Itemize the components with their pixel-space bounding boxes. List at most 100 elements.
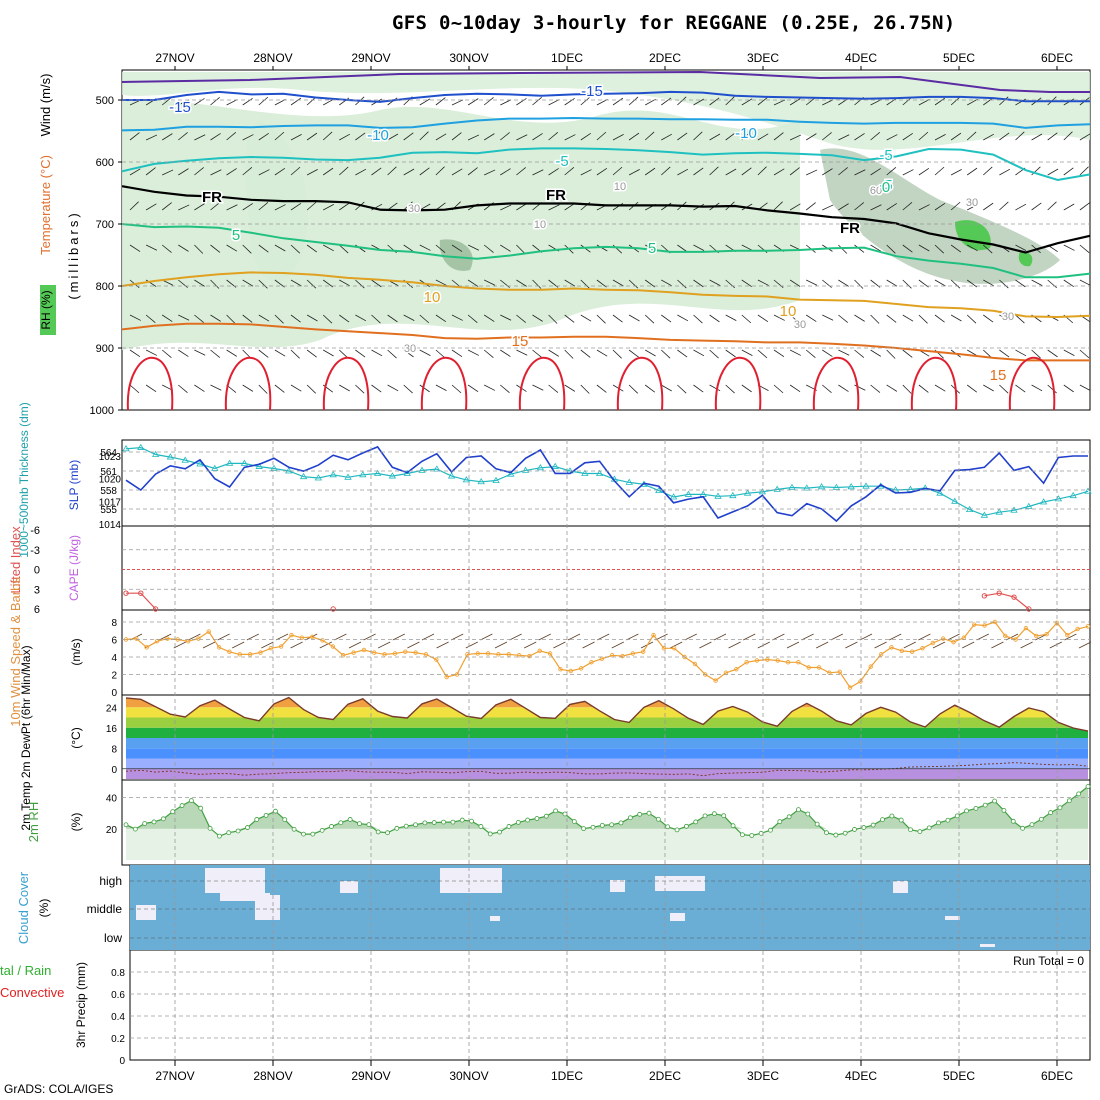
thickness-tick: 555 — [100, 505, 117, 516]
wind-barb — [258, 132, 269, 141]
wind-barb-10m — [757, 641, 770, 649]
wind-speed-point — [578, 666, 584, 671]
rh-2m-point — [142, 821, 148, 826]
wind-barb — [966, 279, 978, 288]
wind-speed-point — [547, 651, 553, 656]
wind-barb — [419, 384, 430, 393]
wind-barb — [757, 349, 768, 359]
wind-barb-10m — [713, 633, 727, 641]
wind-barb — [178, 384, 188, 394]
li-line — [126, 592, 157, 610]
wind-barb — [548, 99, 560, 106]
wind-barb — [210, 384, 222, 391]
wind-barb — [628, 384, 639, 394]
wind-barb — [580, 169, 592, 176]
ytick-label-upper: 900 — [96, 343, 114, 355]
wind-barb — [870, 99, 882, 106]
wind-barb — [435, 166, 445, 176]
slp-label: SLP (mb) — [67, 460, 81, 510]
wind-barb — [323, 204, 334, 211]
wind-speed-point — [568, 668, 573, 674]
wind-barb — [242, 97, 253, 106]
li-point — [1011, 594, 1017, 600]
wind-barb — [934, 314, 945, 323]
rh-2m-point — [291, 826, 297, 832]
rh-shade-area — [122, 99, 800, 351]
cloud-label: Cloud Cover — [16, 871, 31, 944]
wind-barb — [242, 384, 254, 392]
wind-barb-10m — [538, 633, 551, 641]
thickness-point — [536, 464, 545, 471]
wind-speed-point — [465, 652, 470, 657]
credit-text: GrADS: COLA/IGES — [4, 1082, 114, 1096]
wind-barb — [129, 201, 139, 211]
rh-2m-point — [459, 817, 465, 823]
rh-2m-point — [394, 825, 400, 831]
wind-barb — [1047, 168, 1059, 176]
wind-barb — [789, 384, 801, 393]
wind-speed-point — [558, 667, 563, 672]
wind-speed-point — [878, 652, 884, 657]
thickness-point — [299, 472, 308, 480]
wind-unit: (m/s) — [69, 638, 83, 665]
wind-barb — [580, 132, 591, 141]
rh-dark-area — [439, 239, 473, 271]
thickness-point — [240, 459, 249, 466]
wind-barb — [1047, 201, 1057, 211]
wind-speed-point — [527, 653, 532, 659]
wind-barb — [306, 349, 317, 358]
wind-barb — [757, 279, 769, 286]
wind-speed-point — [951, 639, 956, 645]
wind-barb — [242, 244, 252, 254]
wind-barb — [500, 244, 511, 252]
temp-band — [126, 727, 1088, 738]
rh-2m-point — [319, 827, 325, 833]
wind-barb — [516, 244, 526, 254]
wind-barb — [290, 349, 300, 359]
wind-barb — [339, 384, 350, 392]
wind-speed-point — [1065, 632, 1070, 638]
wind-barb — [950, 169, 962, 176]
wind-barb — [532, 279, 542, 289]
date-label-top: 4DEC — [845, 51, 877, 65]
wind-barb — [322, 131, 333, 141]
rh-2m-point — [814, 821, 820, 827]
rh-2m-point — [796, 807, 801, 813]
rh-2m-point — [160, 816, 166, 822]
thickness-point — [359, 471, 367, 478]
wind-barb — [355, 314, 367, 322]
rh-green-area — [1018, 251, 1033, 267]
wind-barb — [258, 384, 268, 394]
thickness-tick: 558 — [100, 486, 117, 497]
thickness-point — [137, 443, 145, 450]
wind-barb — [516, 203, 527, 211]
wind-barb — [725, 96, 735, 106]
wind-barb — [661, 349, 671, 359]
wind-barb — [371, 279, 382, 288]
wind-barb — [129, 314, 141, 321]
wind-barb — [403, 132, 414, 141]
wind-barb — [306, 201, 317, 211]
rh-2m-point — [936, 820, 941, 826]
wind-barb — [966, 131, 977, 141]
li-tick: -3 — [30, 545, 40, 557]
wind-barb — [999, 168, 1011, 176]
slp-tick: 1017 — [99, 497, 122, 508]
thickness-tick: 564 — [100, 448, 117, 459]
thickness-point — [196, 460, 204, 467]
wind-barb — [451, 168, 463, 176]
wind-barb — [709, 349, 719, 359]
wind-speed-point — [309, 634, 315, 640]
wind-barb — [967, 204, 978, 211]
wind-barb — [1063, 167, 1074, 176]
rh-2m-point — [497, 829, 502, 835]
wind-barb — [516, 279, 527, 287]
date-label-top: 5DEC — [943, 51, 975, 65]
date-label-bottom: 29NOV — [351, 1069, 390, 1083]
contour-label: 30 — [408, 203, 420, 215]
rh-2m-point — [273, 808, 278, 814]
wind-barb — [145, 167, 156, 176]
rh-2m-point — [431, 820, 437, 825]
wind-barb — [661, 166, 671, 176]
